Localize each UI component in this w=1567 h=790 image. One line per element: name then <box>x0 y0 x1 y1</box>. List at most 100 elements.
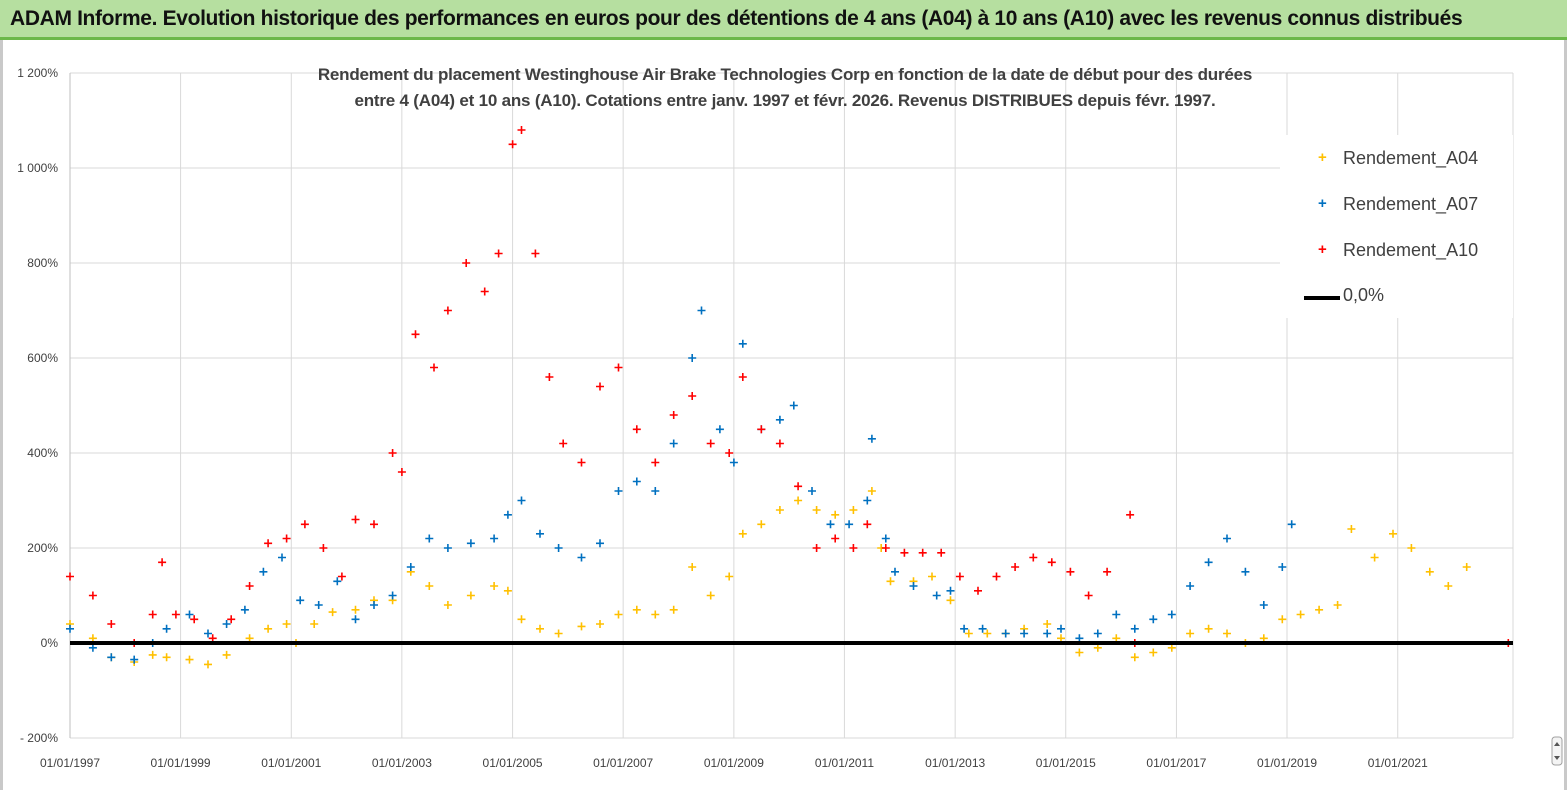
data-point <box>826 520 835 529</box>
banner-title: ADAM Informe. Evolution historique des p… <box>10 7 1463 30</box>
data-point <box>162 624 171 633</box>
data-point <box>1130 624 1139 633</box>
scroll-handle-icon[interactable] <box>1551 736 1563 766</box>
data-point <box>812 544 821 552</box>
data-point <box>614 610 623 619</box>
data-point <box>775 506 784 514</box>
data-point <box>1075 648 1084 657</box>
data-point <box>508 140 517 149</box>
x-tick-label: 01/01/2005 <box>483 756 543 770</box>
data-point <box>503 586 512 595</box>
x-tick-label: 01/01/2001 <box>261 756 321 770</box>
data-point <box>370 520 378 529</box>
data-point <box>397 468 406 476</box>
series-rendement-a04 <box>66 487 1471 669</box>
data-point <box>148 610 157 619</box>
y-tick-label: 1 000% <box>17 161 58 175</box>
data-point <box>900 548 909 557</box>
legend-item-a07: + Rendement_A07 <box>1280 194 1513 218</box>
data-point <box>490 582 499 590</box>
data-point <box>222 650 231 659</box>
data-point <box>319 544 328 552</box>
data-point <box>789 401 798 410</box>
data-point <box>808 487 816 495</box>
data-point <box>946 586 955 595</box>
data-point <box>632 477 641 486</box>
data-point <box>1407 544 1416 552</box>
legend-line-zero <box>1304 296 1340 300</box>
data-point <box>300 520 309 529</box>
data-point <box>1149 648 1158 657</box>
data-point <box>1093 643 1102 652</box>
data-point <box>596 539 604 548</box>
data-point <box>1296 610 1305 619</box>
data-point <box>1287 520 1296 529</box>
series-rendement-a10 <box>66 126 1513 647</box>
data-point <box>955 572 964 581</box>
data-point <box>554 544 563 552</box>
data-point <box>1112 634 1121 643</box>
data-point <box>757 520 766 529</box>
legend-item-zero: 0,0% <box>1280 285 1513 309</box>
data-point <box>388 591 397 600</box>
data-point <box>245 634 254 643</box>
data-point <box>577 553 586 562</box>
data-point <box>443 544 452 552</box>
data-point <box>706 591 715 600</box>
data-point <box>227 615 236 624</box>
data-point <box>757 425 766 434</box>
data-point <box>651 487 660 495</box>
data-point <box>1425 567 1434 576</box>
data-point <box>928 572 936 581</box>
data-point <box>794 482 803 491</box>
data-point <box>1223 629 1231 638</box>
data-point <box>918 548 927 557</box>
x-tick-label: 01/01/2017 <box>1146 756 1206 770</box>
data-point <box>328 608 337 617</box>
data-point <box>66 572 74 581</box>
legend-label-a04: Rendement_A04 <box>1343 148 1479 168</box>
data-point <box>849 506 858 514</box>
data-point <box>296 596 305 605</box>
data-point <box>190 615 199 624</box>
data-point <box>162 653 171 662</box>
data-point <box>503 510 512 519</box>
data-point <box>1167 643 1176 652</box>
data-point <box>725 572 734 581</box>
data-series <box>66 126 1513 669</box>
y-tick-label: 600% <box>27 351 58 365</box>
data-point <box>351 605 360 614</box>
data-point <box>462 259 471 267</box>
data-point <box>992 572 1001 581</box>
data-point <box>932 591 941 600</box>
data-point <box>204 629 212 638</box>
data-point <box>881 534 890 543</box>
data-point <box>669 411 678 419</box>
data-point <box>688 392 697 400</box>
data-point <box>148 650 157 659</box>
data-point <box>107 620 116 628</box>
data-point <box>1075 634 1084 643</box>
frame-right-edge <box>1564 40 1567 790</box>
data-point <box>1130 653 1139 662</box>
legend-marker-a07: + <box>1318 195 1327 212</box>
data-point <box>388 449 397 457</box>
data-point <box>1011 563 1020 571</box>
legend-label-a10: Rendement_A10 <box>1343 240 1479 260</box>
data-point <box>1112 610 1121 619</box>
data-point <box>849 544 858 552</box>
data-point <box>596 620 604 628</box>
legend-item-a04: + Rendement_A04 <box>1280 148 1513 172</box>
data-point <box>1462 563 1471 571</box>
data-point <box>812 506 821 514</box>
data-point <box>614 487 623 495</box>
data-point <box>517 126 526 134</box>
data-point <box>337 572 346 581</box>
x-tick-label: 01/01/2015 <box>1036 756 1096 770</box>
data-point <box>937 548 946 557</box>
gridlines <box>69 72 1514 739</box>
data-point <box>1149 615 1158 624</box>
data-point <box>185 610 194 619</box>
data-point <box>559 439 568 448</box>
